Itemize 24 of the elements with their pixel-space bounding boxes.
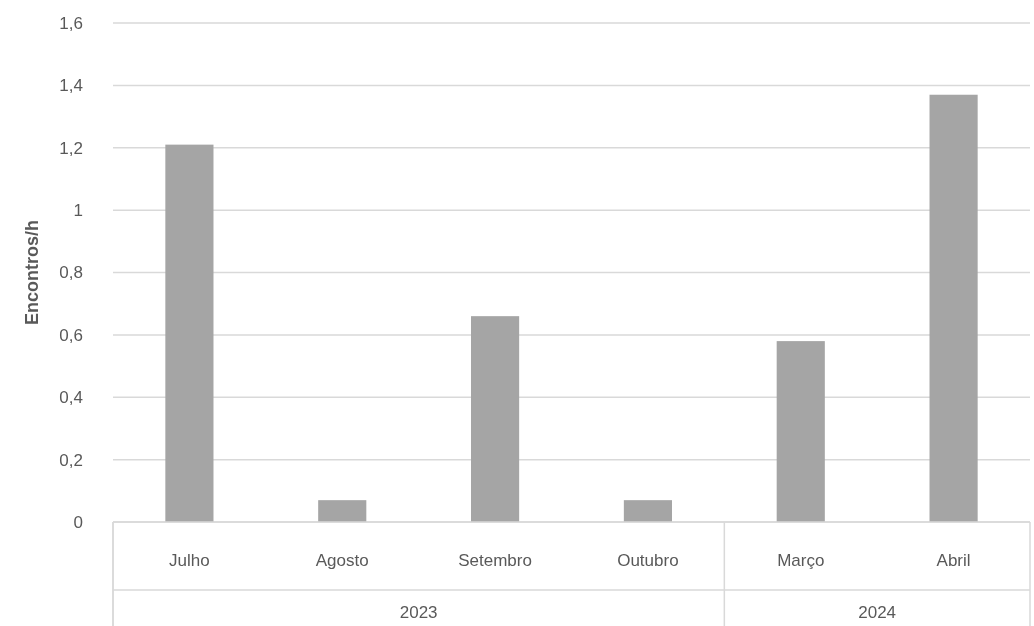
x-tick-label: Julho — [169, 551, 210, 570]
x-tick-label: Abril — [936, 551, 971, 570]
bar — [929, 94, 978, 522]
y-tick-label: 1,4 — [59, 76, 83, 96]
bar — [165, 144, 214, 522]
bar — [471, 316, 520, 522]
x-tick-label: Outubro — [617, 551, 679, 570]
y-tick-label: 0,4 — [59, 388, 83, 408]
bar — [623, 500, 672, 522]
bar — [318, 500, 367, 522]
text: 2023 — [399, 603, 438, 622]
x-tick-label: Setembro — [458, 551, 532, 570]
y-tick-label: 1,2 — [59, 138, 83, 158]
x-tick-label: Agosto — [315, 551, 369, 570]
y-tick-label: 0 — [73, 512, 83, 532]
y-axis-title: Encontros/h — [22, 219, 42, 326]
y-tick-label: 0,8 — [59, 263, 83, 283]
y-tick-label: 1,6 — [59, 13, 83, 33]
y-tick-label: 0,2 — [59, 450, 83, 470]
y-tick-label: 1 — [73, 201, 83, 221]
y-tick-label: 0,6 — [59, 325, 83, 345]
x-tick-label: Março — [777, 551, 825, 570]
text: 2024 — [858, 603, 897, 622]
bar — [776, 341, 825, 522]
